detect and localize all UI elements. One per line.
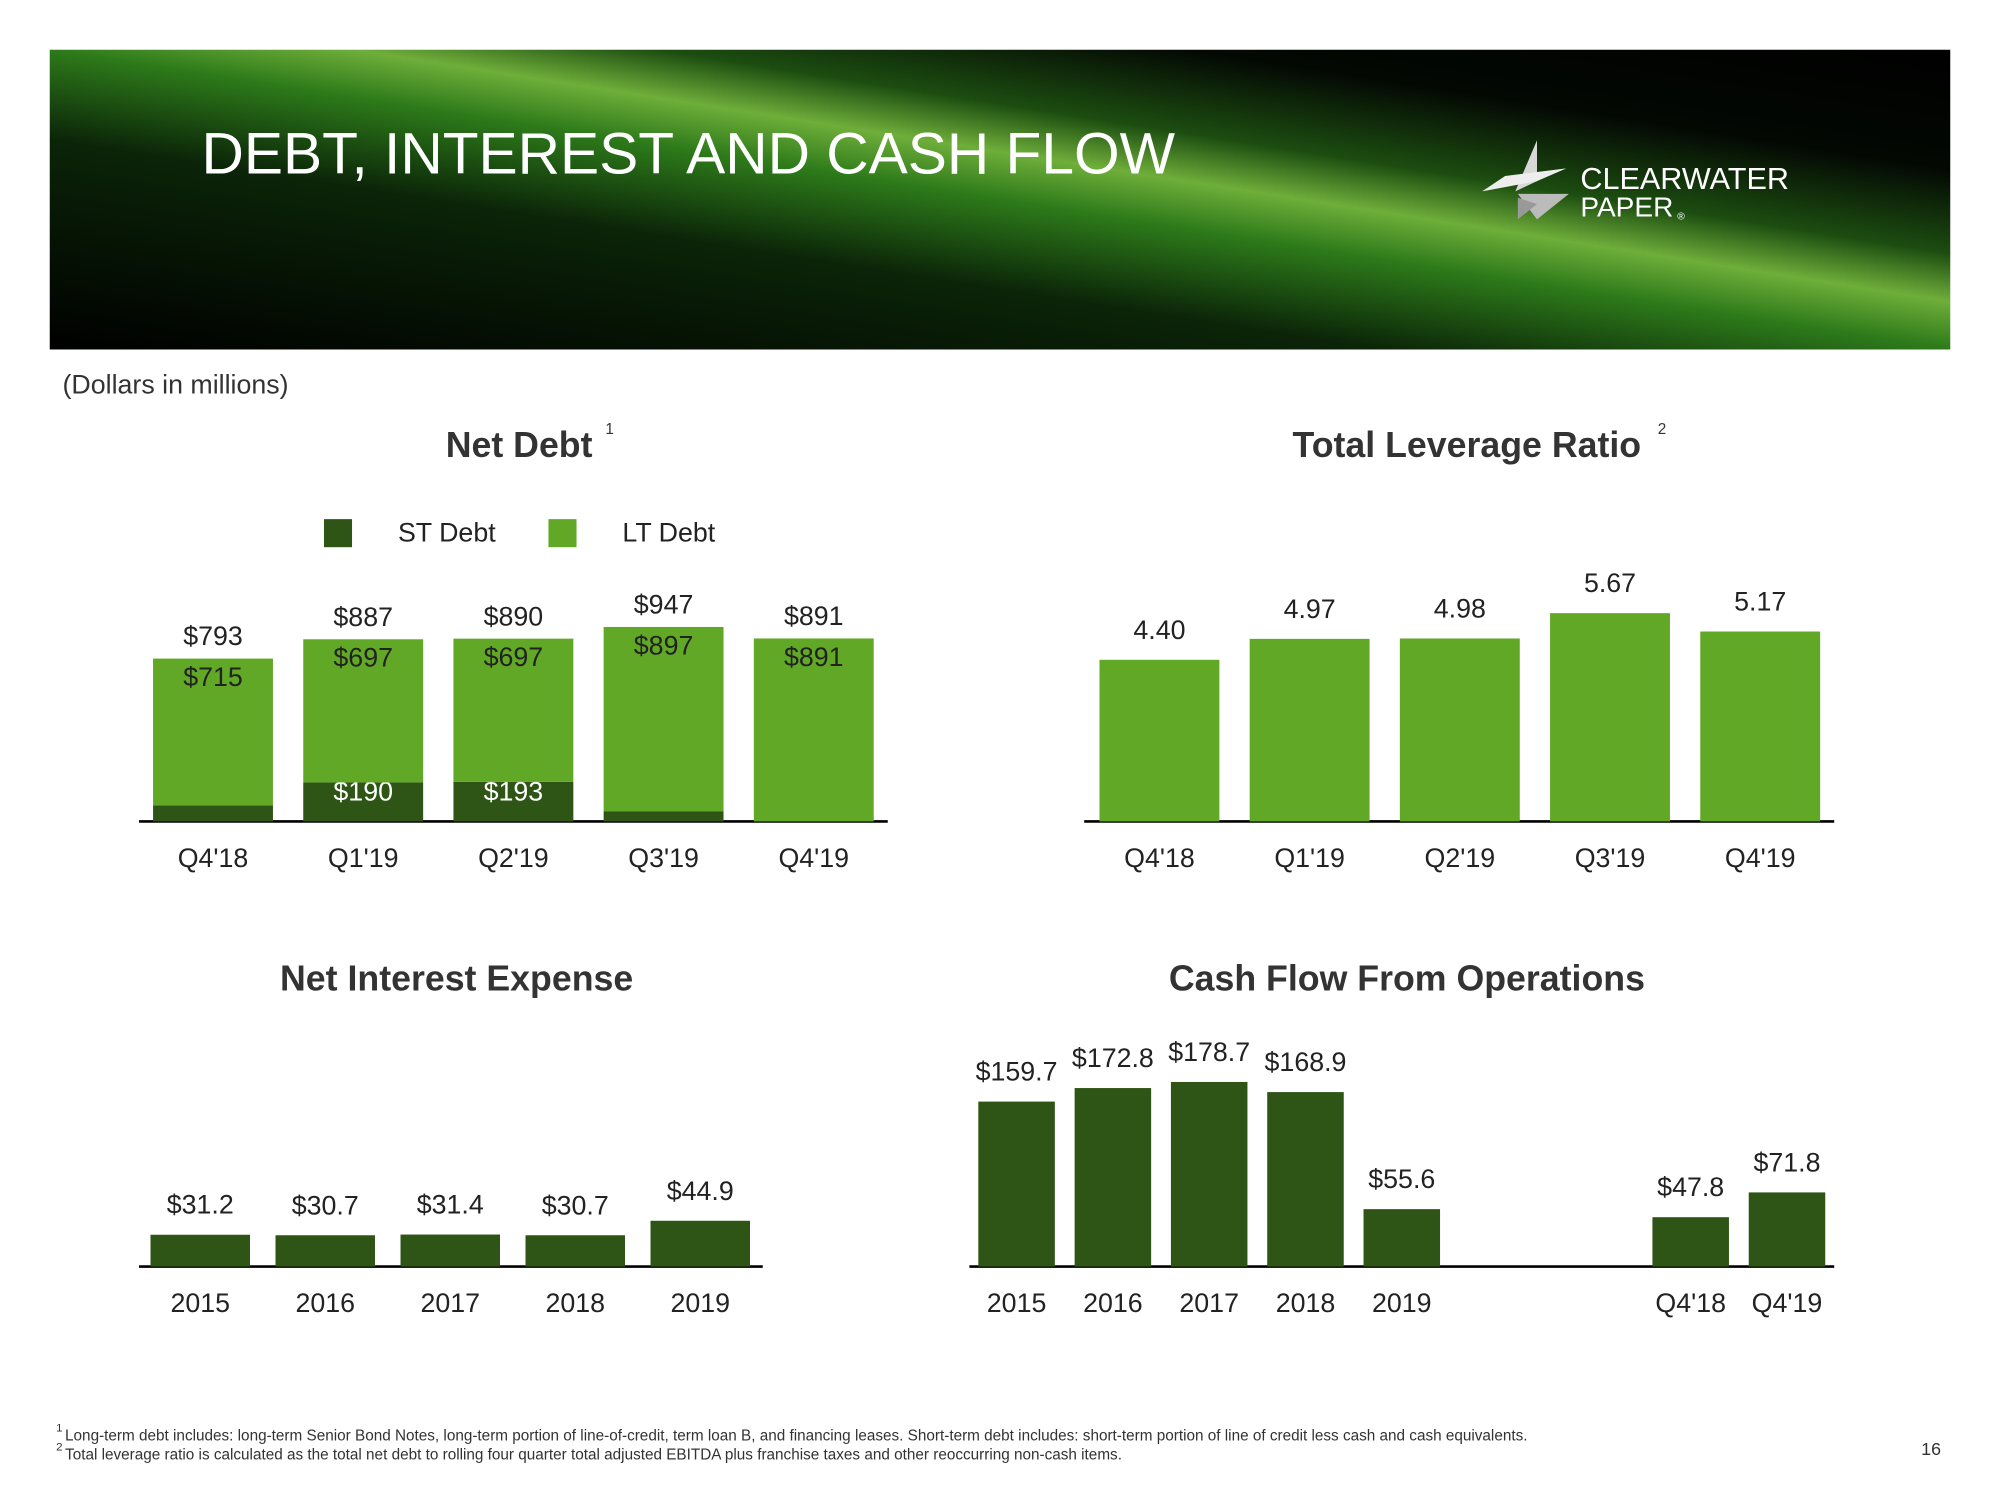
x-tick-label: 2016	[1083, 1288, 1143, 1318]
data-label: $168.9	[1265, 1047, 1347, 1077]
data-label: $697	[333, 643, 393, 673]
chart-title: Cash Flow From Operations	[1169, 958, 1645, 998]
legend-label: LT Debt	[622, 518, 715, 548]
data-label: $891	[784, 642, 844, 672]
title-note: 2	[1658, 421, 1667, 438]
bar-segment	[453, 638, 574, 782]
bar-segment	[303, 639, 424, 783]
units-note: (Dollars in millions)	[63, 370, 289, 400]
bar	[1700, 631, 1821, 822]
bar-segment	[753, 638, 874, 822]
logo-mark: ®	[1677, 212, 1685, 223]
total-label: $887	[333, 602, 393, 632]
footnote: Total leverage ratio is calculated as th…	[65, 1446, 1122, 1463]
data-label: $55.6	[1368, 1164, 1435, 1194]
slide-title: DEBT, INTEREST AND CASH FLOW	[202, 122, 1176, 187]
footnote: Long-term debt includes: long-term Senio…	[65, 1427, 1527, 1444]
total-label: $947	[634, 590, 694, 620]
legend-swatch	[323, 519, 353, 548]
title-note: 1	[605, 421, 614, 438]
logo-text: PAPER	[1580, 192, 1673, 223]
data-label: 5.67	[1584, 568, 1636, 598]
data-label: $159.7	[976, 1057, 1058, 1087]
x-tick-label: 2019	[1372, 1288, 1432, 1318]
x-tick-label: Q4'18	[1655, 1288, 1726, 1318]
footnote-mark: 1	[56, 1423, 62, 1435]
bar	[1399, 638, 1520, 822]
legend-label: ST Debt	[398, 518, 496, 548]
data-label: $31.2	[167, 1190, 234, 1220]
x-tick-label: Q4'19	[1725, 843, 1796, 873]
x-tick-label: Q4'18	[178, 843, 249, 873]
x-tick-label: Q1'19	[328, 843, 399, 873]
bar	[1249, 638, 1370, 822]
data-label: $178.7	[1168, 1037, 1250, 1067]
footnote-mark: 2	[56, 1442, 62, 1454]
chart-title: Net Debt	[446, 425, 593, 465]
bar	[650, 1220, 750, 1267]
x-tick-label: 2018	[1276, 1288, 1336, 1318]
x-tick-label: Q3'19	[628, 843, 699, 873]
total-label: $891	[784, 601, 844, 631]
data-label: $897	[634, 630, 694, 660]
x-tick-label: 2015	[170, 1288, 230, 1318]
data-label: $172.8	[1072, 1043, 1154, 1073]
data-label: $30.7	[292, 1190, 359, 1220]
data-label: $71.8	[1753, 1147, 1820, 1177]
bar	[1099, 659, 1220, 822]
data-label: $30.7	[542, 1190, 609, 1220]
x-tick-label: 2019	[670, 1288, 730, 1318]
bar	[1074, 1088, 1152, 1267]
bar	[275, 1235, 375, 1267]
total-label: $890	[484, 601, 544, 631]
bar	[1550, 613, 1670, 822]
bar	[1652, 1217, 1729, 1267]
legend-swatch	[548, 519, 577, 548]
bar	[150, 1234, 250, 1267]
bar-segment	[153, 805, 273, 822]
x-tick-label: Q4'19	[1752, 1288, 1823, 1318]
chart-title: Net Interest Expense	[280, 958, 633, 998]
x-tick-label: 2016	[295, 1288, 355, 1318]
bar	[1267, 1092, 1344, 1267]
data-label: 5.17	[1734, 587, 1786, 617]
bar-segment	[603, 811, 724, 822]
x-tick-label: Q4'18	[1124, 843, 1195, 873]
bar-segment	[453, 781, 574, 822]
data-label: $31.4	[417, 1190, 484, 1220]
total-label: $793	[183, 621, 243, 651]
bar	[525, 1235, 625, 1267]
x-tick-label: Q4'19	[778, 843, 849, 873]
x-tick-label: 2015	[987, 1288, 1047, 1318]
data-label: $44.9	[667, 1176, 734, 1206]
header-band	[49, 49, 1951, 350]
bar-segment	[303, 782, 424, 822]
data-label: 4.97	[1284, 594, 1336, 624]
logo-text: CLEARWATER	[1580, 162, 1789, 196]
bar	[1170, 1081, 1248, 1267]
data-label: $697	[484, 642, 544, 672]
page-number: 16	[1921, 1439, 1941, 1459]
data-label: $715	[183, 662, 243, 692]
chart-title: Total Leverage Ratio	[1293, 425, 1642, 465]
x-tick-label: 2017	[420, 1288, 480, 1318]
bar	[978, 1101, 1055, 1267]
bar	[1363, 1209, 1441, 1267]
bar-segment	[153, 658, 273, 806]
logo-icon	[1482, 140, 1569, 220]
x-tick-label: Q2'19	[1425, 843, 1496, 873]
x-tick-label: 2018	[545, 1288, 605, 1318]
bar	[400, 1234, 500, 1267]
data-label: 4.40	[1133, 615, 1185, 645]
data-label: 4.98	[1434, 594, 1486, 624]
x-tick-label: 2017	[1179, 1288, 1239, 1318]
x-tick-label: Q3'19	[1575, 843, 1646, 873]
bar-segment	[603, 626, 724, 812]
data-label: $47.8	[1657, 1172, 1724, 1202]
bar	[1748, 1192, 1826, 1267]
x-tick-label: Q2'19	[478, 843, 549, 873]
x-tick-label: Q1'19	[1274, 843, 1345, 873]
